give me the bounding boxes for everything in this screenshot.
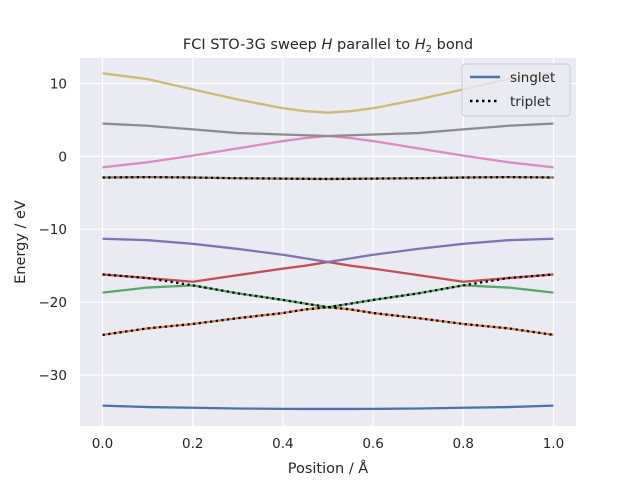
- x-tick-label: 0.8: [453, 436, 474, 452]
- grid-lines: [80, 58, 576, 426]
- y-tick-label: 0: [58, 149, 67, 165]
- series-group: [102, 72, 554, 411]
- triplet-line-10: [102, 273, 554, 309]
- chart-title: FCI STO-3G sweep H parallel to H2 bond: [183, 37, 473, 55]
- x-axis-label: Position / Å: [288, 460, 369, 477]
- legend-singlet-label: singlet: [510, 70, 555, 86]
- x-tick-label: 0.0: [92, 436, 113, 452]
- y-tick-label: 10: [50, 77, 67, 93]
- x-tick-labels: 0.0 0.2 0.4 0.6 0.8 1.0: [92, 436, 564, 452]
- singlet-line-0: [102, 404, 554, 411]
- x-tick-label: 0.6: [362, 436, 383, 452]
- x-tick-label: 0.4: [272, 436, 293, 452]
- x-tick-label: 0.2: [182, 436, 203, 452]
- singlet-line-4: [102, 237, 554, 264]
- legend-triplet-label: triplet: [510, 94, 551, 110]
- legend: singlet triplet: [461, 63, 571, 117]
- y-tick-labels: −30 −20 −10 0 10: [39, 77, 68, 384]
- triplet-line-11: [102, 175, 554, 181]
- x-tick-label: 1.0: [543, 436, 564, 452]
- y-tick-label: −20: [39, 295, 68, 311]
- y-tick-label: −30: [39, 368, 68, 384]
- y-axis-label: Energy / eV: [13, 200, 29, 284]
- y-tick-label: −10: [39, 222, 68, 238]
- singlet-line-7: [102, 122, 554, 138]
